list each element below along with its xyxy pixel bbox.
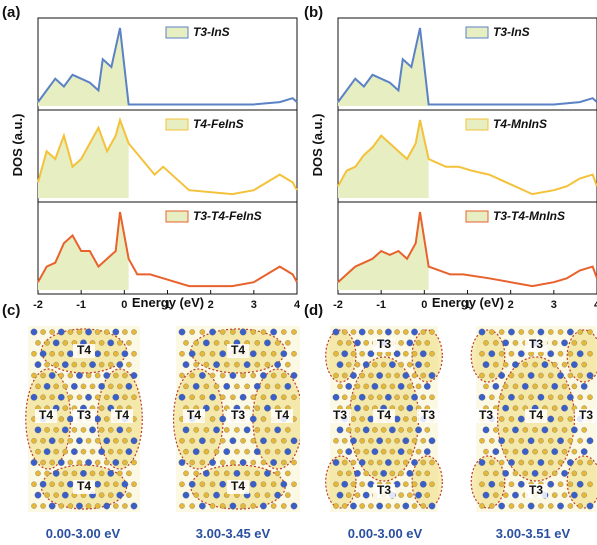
x-tick-label: 2: [508, 299, 514, 310]
region-label: T3: [333, 408, 347, 422]
region-label: T3: [421, 408, 435, 422]
y-axis-label: DOS (a.u.): [310, 114, 325, 177]
lattice: T3 T3 T4 T3 T3: [325, 326, 443, 512]
dos-line-T3-InS: [337, 27, 597, 106]
region-label: T3: [529, 483, 543, 497]
legend-label: T3-InS: [193, 25, 230, 39]
x-tick-label: 2: [208, 299, 214, 310]
dos-line-T3-T4-MnInS: [337, 211, 597, 288]
region-label-bg: [329, 409, 351, 423]
region-label: T4: [115, 408, 129, 422]
region-label-bg: [35, 409, 57, 423]
y-axis-label: DOS (a.u.): [10, 114, 25, 177]
panel-label-c: (c): [2, 302, 21, 319]
dos-plot-a: DOS (a.u.) Energy (eV) T3-InS T4-FeInS T3-…: [10, 17, 300, 310]
x-tick-label: -2: [33, 299, 43, 310]
region-label-bg: [271, 409, 293, 423]
lattice: T4 T4 T3 T4 T4: [25, 326, 143, 512]
region-label-bg: [73, 344, 95, 358]
x-tick-label: 0: [421, 299, 427, 310]
x-axis-label: Energy (eV): [432, 295, 504, 310]
region-label: T3: [377, 483, 391, 497]
lattice: T4 T4 T3 T4 T4: [172, 326, 300, 512]
legend-label: T3-T4-FeInS: [193, 209, 262, 223]
charge-density-panel-c: T4 T4 T3 T4 T4 T4 T4 T3 T4 T4: [25, 326, 300, 512]
region-label-bg: [373, 409, 395, 423]
region-label-bg: [373, 338, 395, 352]
x-tick-label: 3: [251, 299, 257, 310]
region-label: T4: [77, 343, 91, 357]
region-label-bg: [227, 409, 249, 423]
x-tick-label: -2: [333, 299, 343, 310]
charge-density-panel-d: T3 T3 T4 T3 T3 T3 T3 T4 T3 T3: [325, 326, 597, 512]
legend-label: T3-T4-MnInS: [493, 209, 565, 223]
caption-d1: 0.00-3.00 eV: [347, 526, 423, 541]
dos-line-T4-MnInS: [337, 119, 597, 196]
region-label-bg: [73, 409, 95, 423]
region-label: T4: [231, 343, 245, 357]
x-tick-label: 0: [121, 299, 127, 310]
x-tick-label: -1: [76, 299, 86, 310]
legend-swatch: [465, 26, 489, 39]
panel-label-d: (d): [304, 302, 324, 319]
x-tick-label: 3: [551, 299, 557, 310]
x-tick-label: -1: [376, 299, 386, 310]
occupied-fill: [338, 212, 429, 290]
lattice: T3 T3 T4 T3 T3: [470, 326, 597, 512]
x-tick-label: 1: [164, 299, 170, 310]
dos-line-T3-InS: [37, 27, 298, 106]
dos-plot-b: DOS (a.u.) Energy (eV) T3-InS T4-MnInS T3-…: [310, 17, 597, 310]
caption-d2: 3.00-3.51 eV: [495, 526, 571, 541]
region-label: T4: [231, 479, 245, 493]
occupied-fill: [338, 28, 429, 106]
region-label: T3: [579, 408, 593, 422]
region-label-bg: [525, 409, 547, 423]
region-label: T4: [275, 408, 289, 422]
occupied-fill: [38, 120, 129, 198]
occupied-fill: [38, 28, 129, 106]
region-label-bg: [227, 480, 249, 494]
region-label-bg: [525, 338, 547, 352]
region-label: T3: [479, 408, 493, 422]
region-label: T4: [529, 408, 543, 422]
region-label-bg: [417, 409, 439, 423]
region-label-bg: [111, 409, 133, 423]
panel-label-b: (b): [304, 4, 324, 21]
legend-label: T4-MnInS: [493, 117, 547, 131]
region-label: T3: [529, 337, 543, 351]
region-label: T4: [187, 408, 201, 422]
legend-swatch: [165, 118, 189, 131]
caption-c2: 3.00-3.45 eV: [195, 526, 271, 541]
region-label-bg: [73, 480, 95, 494]
region-label: T4: [39, 408, 53, 422]
legend-label: T4-FeInS: [193, 117, 244, 131]
x-tick-label: 4: [294, 299, 300, 310]
region-label-bg: [227, 344, 249, 358]
region-label: T4: [77, 479, 91, 493]
region-label: T3: [231, 408, 245, 422]
region-label-bg: [525, 484, 547, 498]
legend-swatch: [465, 118, 489, 131]
region-label: T3: [377, 337, 391, 351]
region-label: T4: [377, 408, 391, 422]
dos-line-T4-FeInS: [37, 116, 298, 196]
region-label-bg: [183, 409, 205, 423]
legend-label: T3-InS: [493, 25, 530, 39]
region-label: T3: [77, 408, 91, 422]
x-tick-label: 4: [594, 299, 597, 310]
occupied-fill: [338, 120, 429, 198]
x-axis-label: Energy (eV): [132, 295, 204, 310]
x-tick-label: 1: [464, 299, 470, 310]
legend-swatch: [465, 210, 489, 223]
panel-label-a: (a): [2, 4, 21, 21]
caption-c1: 0.00-3.00 eV: [45, 526, 121, 541]
legend-swatch: [165, 210, 189, 223]
region-label-bg: [575, 409, 597, 423]
region-label-bg: [475, 409, 497, 423]
legend-swatch: [165, 26, 189, 39]
dos-line-T3-T4-FeInS: [37, 211, 298, 288]
region-label-bg: [373, 484, 395, 498]
